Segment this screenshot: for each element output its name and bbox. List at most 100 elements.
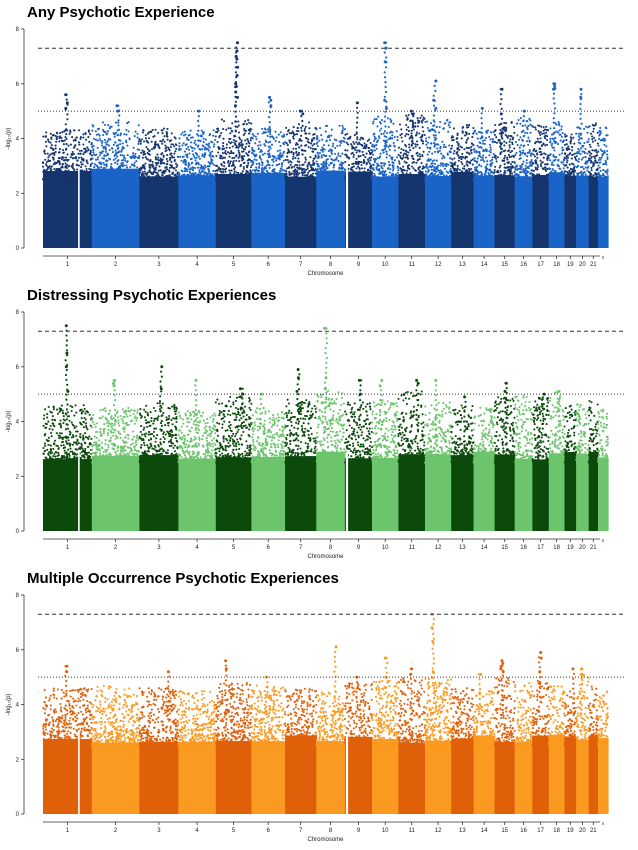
snp-point (477, 146, 481, 149)
snp-point (57, 157, 60, 160)
snp-point (170, 176, 173, 179)
snp-point (218, 136, 221, 139)
snp-point (330, 174, 333, 177)
snp-point (46, 152, 49, 155)
snp-point (391, 164, 394, 167)
snp-point (126, 161, 129, 164)
snp-point (64, 169, 67, 172)
snp-point (551, 161, 554, 164)
snp-point (473, 129, 476, 132)
snp-point (324, 169, 327, 172)
snp-point (125, 141, 128, 144)
snp-point (102, 133, 105, 137)
snp-point (97, 166, 100, 169)
snp-point (347, 178, 350, 181)
point-mass (494, 175, 516, 248)
snp-point (146, 141, 149, 144)
chromosome-5-points (214, 118, 253, 248)
snp-point (160, 158, 163, 161)
snp-point (434, 134, 437, 137)
snp-point (565, 143, 568, 146)
snp-point (390, 119, 393, 122)
snp-point (317, 154, 320, 157)
snp-point (267, 153, 270, 156)
snp-point (313, 176, 316, 179)
snp-point (580, 158, 583, 161)
snp-point (334, 146, 337, 150)
snp-point (132, 171, 135, 174)
snp-point (447, 124, 450, 127)
snp-point (100, 144, 104, 147)
snp-point (245, 123, 248, 126)
snp-point (115, 153, 118, 156)
snp-point (112, 158, 115, 161)
snp-point (292, 153, 295, 156)
snp-point (112, 169, 115, 172)
snp-point (340, 139, 343, 142)
snp-point (465, 146, 468, 149)
snp-point (414, 125, 417, 128)
snp-point (456, 164, 459, 167)
snp-point (503, 121, 506, 125)
snp-point (578, 178, 581, 181)
snp-point (157, 159, 160, 162)
snp-point (468, 169, 471, 172)
snp-point (111, 176, 114, 179)
snp-point (345, 153, 348, 157)
snp-point (72, 174, 75, 177)
snp-point (267, 156, 270, 159)
snp-point (154, 161, 158, 165)
snp-point (572, 136, 575, 139)
snp-point (312, 136, 315, 139)
snp-point (292, 147, 295, 150)
snp-point (534, 168, 537, 171)
snp-point (557, 178, 560, 181)
snp-point (418, 165, 422, 168)
snp-point (434, 167, 437, 170)
snp-point (161, 142, 164, 145)
snp-point (62, 177, 65, 180)
snp-point (100, 166, 103, 169)
manhattan-panel-any: Any Psychotic Experience 0 2 4 6 8 -log₁₀(p) 1… (0, 0, 638, 283)
snp-point (64, 177, 67, 180)
snp-point (146, 152, 149, 155)
snp-point (193, 147, 196, 150)
snp-point (561, 152, 564, 155)
snp-point (425, 163, 428, 166)
snp-point (87, 170, 90, 173)
snp-point (240, 163, 243, 166)
snp-point (506, 156, 509, 159)
snp-point (319, 127, 322, 130)
snp-point (408, 177, 411, 180)
snp-point (261, 132, 264, 135)
snp-point (483, 160, 486, 163)
snp-point (137, 124, 140, 127)
snp-point (242, 161, 245, 165)
snp-point (347, 164, 351, 167)
snp-point (168, 175, 171, 178)
snp-point (361, 137, 364, 140)
snp-point (185, 136, 188, 139)
snp-point (497, 139, 500, 142)
snp-point (385, 173, 388, 176)
snp-point (551, 168, 555, 171)
snp-point (472, 178, 475, 181)
snp-point (377, 177, 380, 180)
snp-point (406, 166, 410, 169)
snp-point (356, 174, 359, 178)
snp-point (325, 159, 328, 162)
snp-point (251, 146, 254, 149)
snp-point (402, 154, 405, 157)
snp-point (519, 157, 522, 160)
snp-point (74, 156, 77, 159)
snp-point (305, 174, 308, 177)
snp-point (292, 135, 295, 138)
snp-point (375, 147, 378, 150)
snp-point (371, 153, 375, 156)
snp-point (84, 147, 87, 150)
snp-point (178, 142, 181, 145)
snp-point (485, 169, 488, 172)
snp-point (276, 149, 279, 153)
point-mass (344, 171, 373, 248)
